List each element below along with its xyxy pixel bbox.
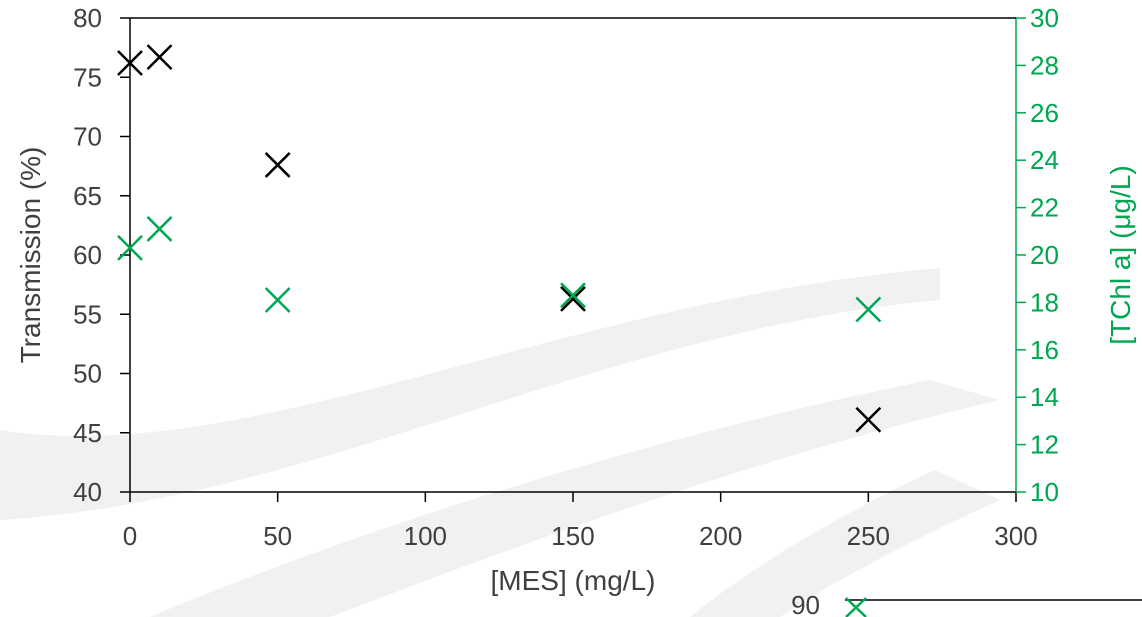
y2-tick-label: 12 — [1030, 430, 1059, 460]
tchl-a-point — [855, 296, 882, 323]
y-axis-right-ticks: 10 12 14 16 18 20 22 24 26 28 30 — [1016, 3, 1059, 507]
tchl-a-point — [560, 282, 586, 309]
overflow-tick-label: 90 — [791, 590, 820, 617]
y-axis-right: 10 12 14 16 18 20 22 24 26 28 30 [TChl a] (μg/L) — [1015, 3, 1136, 507]
transmission-point — [264, 152, 291, 178]
background-watermark — [0, 268, 1000, 617]
y-tick-label: 60 — [73, 240, 102, 270]
x-tick-label: 200 — [699, 521, 742, 551]
y2-tick-label: 10 — [1030, 477, 1059, 507]
y2-tick-label: 20 — [1030, 240, 1059, 270]
y-tick-label: 50 — [73, 359, 102, 389]
y2-tick-label: 26 — [1030, 98, 1059, 128]
y2-tick-label: 18 — [1030, 287, 1059, 317]
tchl-a-point — [117, 235, 143, 261]
x-tick-label: 100 — [404, 521, 447, 551]
y2-tick-label: 24 — [1030, 145, 1059, 175]
transmission-point — [855, 406, 882, 433]
data-markers — [117, 44, 882, 433]
y-tick-label: 80 — [73, 3, 102, 33]
x-tick-label: 250 — [847, 521, 890, 551]
transmission-point — [117, 50, 143, 76]
y-tick-label: 70 — [73, 122, 102, 152]
overflow-marker-x — [845, 597, 867, 617]
y2-tick-label: 28 — [1030, 50, 1059, 80]
tchl-a-point — [264, 287, 291, 313]
y-tick-label: 75 — [73, 62, 102, 92]
y-axis-left: 40 45 50 55 60 65 70 75 80 Transmission (%) — [15, 3, 131, 507]
x-tick-label: 50 — [263, 521, 292, 551]
x-axis-title: [MES] (mg/L) — [491, 565, 656, 596]
y2-tick-label: 16 — [1030, 335, 1059, 365]
y2-tick-label: 30 — [1030, 3, 1059, 33]
x-tick-label: 0 — [123, 521, 137, 551]
tchl-a-point — [146, 216, 173, 242]
y-axis-right-title: [TChl a] (μg/L) — [1105, 165, 1136, 345]
y2-tick-label: 22 — [1030, 193, 1059, 223]
transmission-point — [560, 285, 586, 312]
x-tick-label: 300 — [994, 521, 1037, 551]
y-axis-left-title: Transmission (%) — [15, 147, 46, 364]
x-tick-label: 150 — [551, 521, 594, 551]
transmission-point — [146, 44, 173, 70]
overflow-fragment: 90 — [791, 590, 1142, 617]
y-tick-label: 45 — [73, 418, 102, 448]
y2-tick-label: 14 — [1030, 382, 1059, 412]
x-axis-ticks: 0 50 100 150 200 250 300 — [123, 492, 1038, 551]
y-axis-left-ticks: 40 45 50 55 60 65 70 75 80 — [73, 3, 130, 507]
y-tick-label: 65 — [73, 181, 102, 211]
y-tick-label: 40 — [73, 477, 102, 507]
x-axis: 0 50 100 150 200 250 300 [MES] (mg/L) — [123, 491, 1038, 596]
y-tick-label: 55 — [73, 299, 102, 329]
